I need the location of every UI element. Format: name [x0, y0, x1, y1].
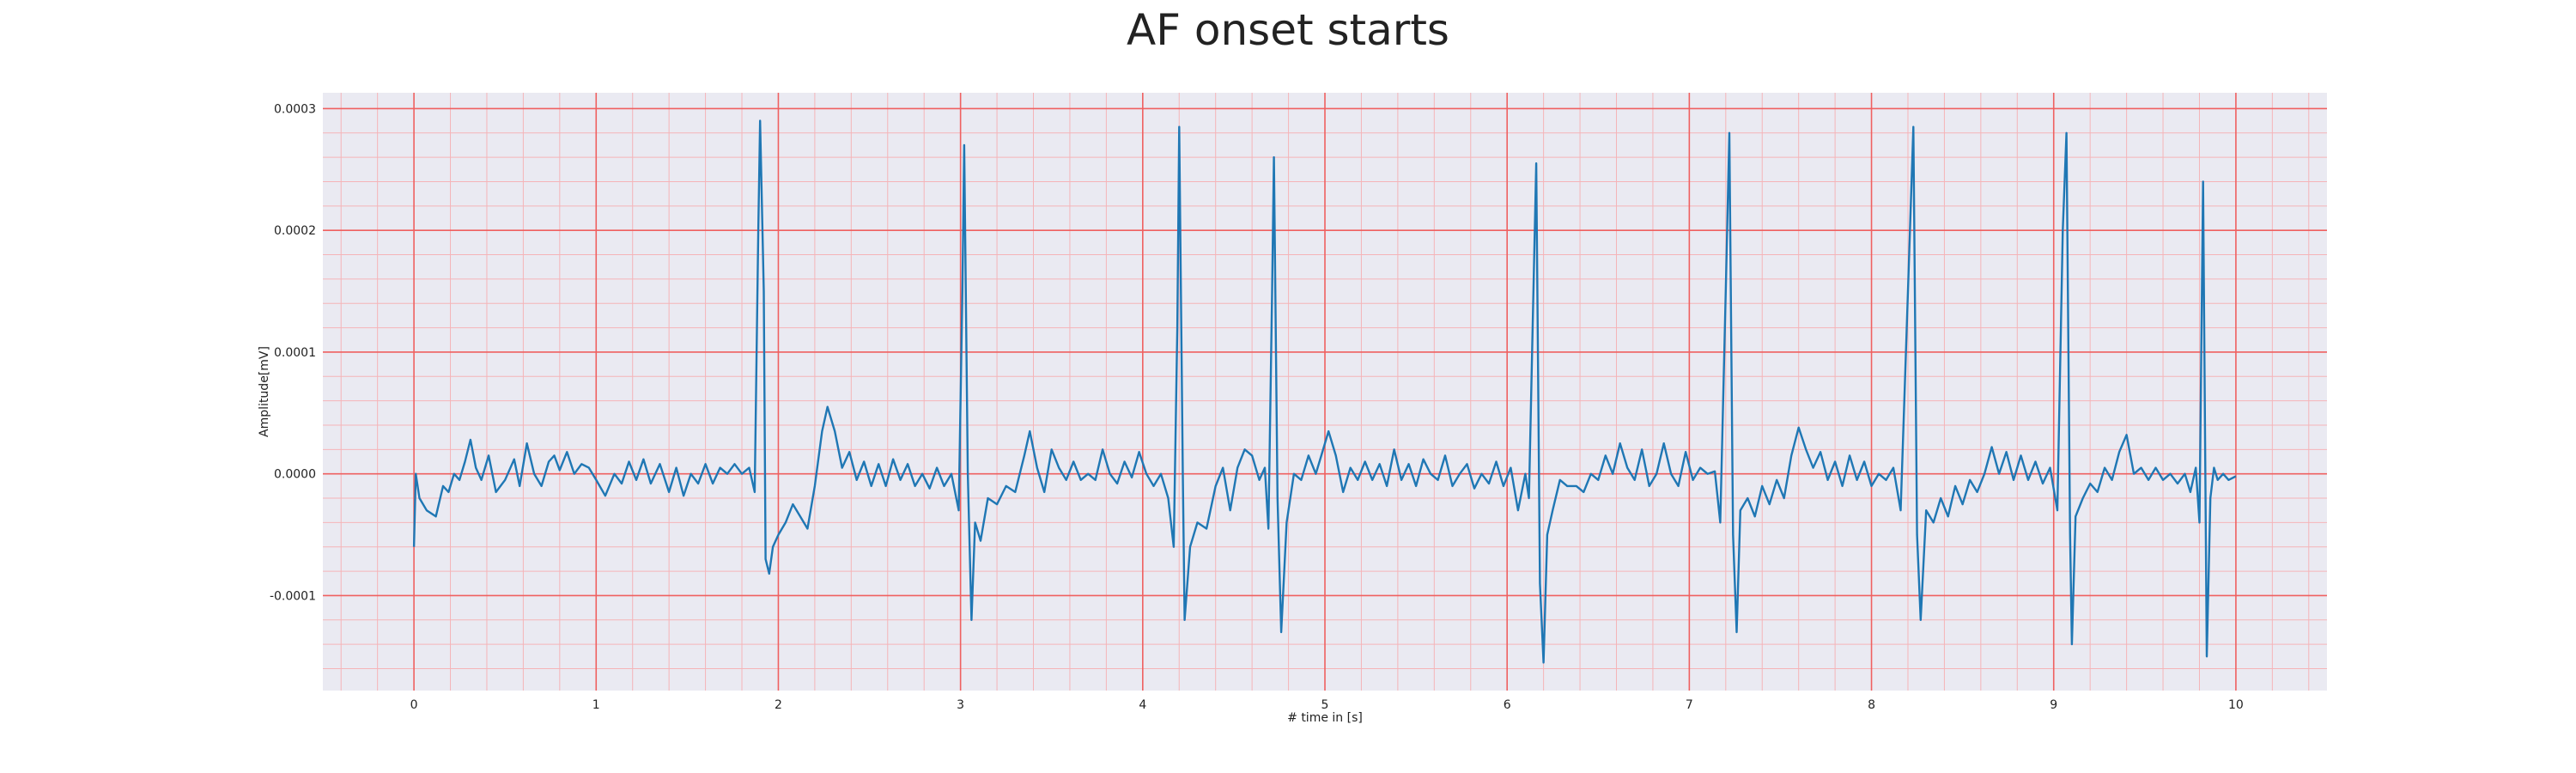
x-tick-label: 4 — [1139, 698, 1146, 712]
x-tick-label: 6 — [1504, 698, 1511, 712]
x-axis-label: # time in [s] — [1287, 711, 1363, 725]
x-tick-label: 7 — [1686, 698, 1693, 712]
y-tick-label: 0.0000 — [274, 468, 316, 482]
ecg-signal-line — [412, 119, 2237, 664]
x-tick-label: 2 — [775, 698, 782, 712]
x-tick-label: 8 — [1868, 698, 1875, 712]
chart-title: AF onset starts — [1127, 5, 1449, 55]
x-tick-label: 3 — [957, 698, 964, 712]
x-tick-label: 0 — [410, 698, 418, 712]
x-tick-label: 5 — [1321, 698, 1329, 712]
y-tick-label: 0.0003 — [274, 102, 316, 116]
x-tick-label: 10 — [2228, 698, 2244, 712]
y-axis-label: Amplitude[mV] — [258, 346, 271, 437]
y-tick-label: 0.0002 — [274, 224, 316, 238]
y-tick-label: -0.0001 — [270, 589, 316, 603]
y-tick-label: 0.0001 — [274, 346, 316, 360]
x-tick-label: 9 — [2050, 698, 2057, 712]
major-grid — [323, 93, 2327, 691]
x-tick-labels: 0 1 2 3 4 5 6 7 8 9 10 — [410, 698, 2244, 712]
x-tick-label: 1 — [592, 698, 600, 712]
y-tick-labels: -0.0001 0.0000 0.0001 0.0002 0.0003 — [270, 102, 316, 603]
